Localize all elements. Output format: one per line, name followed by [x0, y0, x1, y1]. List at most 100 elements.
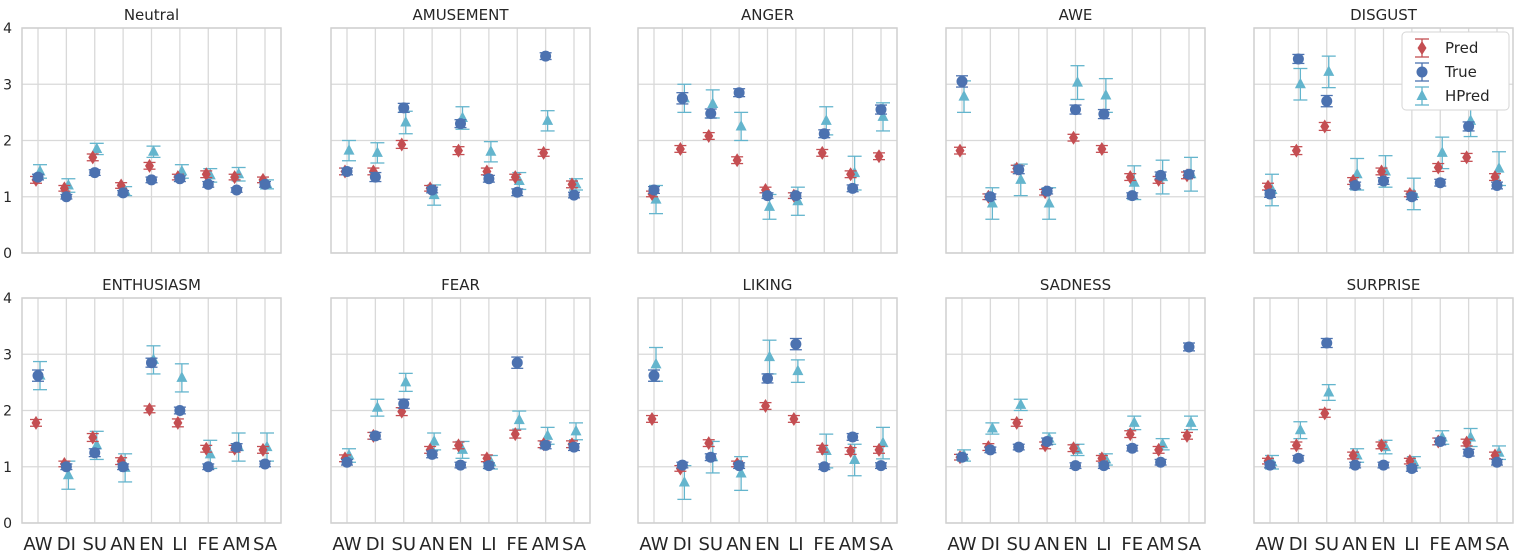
x-tick-label: DI [981, 534, 1000, 555]
x-tick-label: DI [366, 534, 385, 555]
x-tick-label: AN [419, 534, 445, 555]
true-point [540, 50, 552, 62]
true-point [1378, 459, 1389, 471]
pred-point [397, 137, 407, 152]
hpred-point [735, 119, 747, 131]
panel-disgust: DISGUST Pred True HPred [1253, 6, 1514, 254]
panel-frame [330, 27, 591, 254]
hpred-point [1351, 167, 1363, 179]
hpred-point [1323, 386, 1335, 397]
hpred-point [176, 371, 188, 382]
pred-point [874, 149, 884, 164]
true-point [117, 461, 129, 473]
hpred-point [650, 193, 662, 204]
hpred-point [764, 200, 775, 211]
x-tick-label: LI [1404, 534, 1419, 555]
panel-liking: LIKING AW DI SU AN EN LI FE AM SA [637, 276, 898, 555]
x-tick-label: FE [813, 534, 835, 555]
pred-point [675, 141, 685, 156]
x-tick-label: AW [332, 534, 361, 555]
x-tick-label: FE [506, 534, 528, 555]
hpred-point [400, 116, 412, 127]
hpred-point [764, 350, 775, 362]
true-point [705, 451, 717, 463]
true-point [1321, 95, 1333, 107]
panel-frame [1253, 27, 1514, 254]
true-point [568, 441, 580, 453]
pred-point [1462, 150, 1472, 165]
x-tick-label: SA [562, 534, 587, 555]
x-tick-label: DI [673, 534, 692, 555]
x-tick-label: EN [1371, 534, 1396, 555]
hpred-point [148, 145, 159, 156]
x-tick-label: AW [1255, 534, 1284, 555]
pred-point [88, 150, 98, 165]
y-tick-label: 2 [3, 134, 12, 150]
y-tick-label: 1 [3, 460, 12, 476]
y-tick-label: 1 [3, 190, 12, 206]
panel-title: LIKING [743, 276, 793, 294]
x-tick-label: AN [1342, 534, 1368, 555]
true-point [1155, 456, 1167, 468]
true-point [1406, 462, 1418, 474]
x-tick-label: FE [197, 534, 219, 555]
x-tick-label: SA [253, 534, 278, 555]
true-point [1463, 447, 1475, 459]
true-point [1098, 460, 1110, 472]
true-point [341, 165, 353, 177]
pred-point [454, 143, 463, 158]
hpred-point [204, 447, 216, 459]
true-point [1098, 108, 1110, 120]
hpred-point [958, 90, 970, 101]
true-point [369, 171, 381, 183]
x-tick-label: DI [57, 534, 76, 555]
legend: Pred True HPred [1401, 31, 1510, 111]
hpred-point [1128, 176, 1140, 187]
pred-point [258, 442, 268, 457]
panel-title: ENTHUSIASM [102, 276, 201, 294]
pred-point [1069, 441, 1078, 456]
true-point [762, 372, 773, 384]
pred-point [567, 177, 577, 192]
pred-point [846, 167, 856, 182]
x-tick-label: AW [947, 534, 976, 555]
hpred-point [1436, 146, 1448, 157]
x-tick-label: EN [139, 534, 164, 555]
hpred-point [62, 468, 74, 480]
x-tick-label: AW [639, 534, 668, 555]
panel-amusement: AMUSEMENT [330, 6, 591, 254]
panel-enthusiasm: ENTHUSIASM 0 1 2 3 4 AW DI SU AN EN LI FE AM SA [3, 276, 282, 555]
panel-title: Neutral [124, 6, 179, 24]
x-tick-label: FE [1121, 534, 1143, 555]
pred-point [539, 145, 549, 160]
true-point [511, 357, 523, 369]
pred-point [145, 402, 154, 417]
pred-point [1012, 415, 1022, 430]
x-tick-label: SU [698, 534, 723, 555]
true-point [1349, 180, 1361, 191]
hpred-point [542, 429, 554, 440]
pred-point [789, 411, 799, 426]
true-point [1292, 452, 1304, 464]
true-point [60, 461, 72, 473]
x-tick-label: FE [1429, 534, 1451, 555]
x-tick-label: LI [172, 534, 187, 555]
panel-fear: FEAR AW DI SU AN EN LI FE AM SA [330, 276, 591, 555]
pred-point [704, 436, 714, 451]
true-point [231, 184, 243, 196]
x-tick-label: EN [1063, 534, 1088, 555]
panel-frame [637, 27, 898, 254]
y-tick-label: 4 [3, 21, 12, 37]
y-tick-label: 3 [3, 77, 12, 93]
hpred-point [91, 142, 103, 153]
true-point [231, 441, 243, 453]
legend-label: True [1444, 63, 1477, 81]
panel-title: SURPRISE [1347, 276, 1421, 294]
hpred-point [1493, 162, 1505, 173]
legend-marker-true [1416, 66, 1428, 78]
pred-point [173, 415, 183, 430]
hpred-point [1294, 77, 1306, 89]
true-point [733, 87, 745, 99]
hpred-point [650, 357, 662, 369]
pred-point [846, 444, 856, 458]
